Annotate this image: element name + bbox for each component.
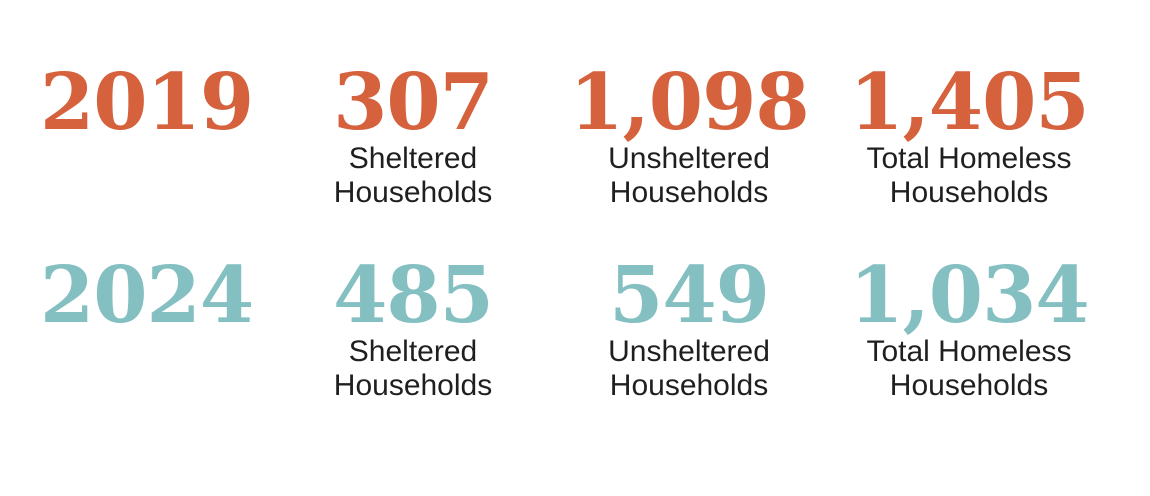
stat-label: Total Homeless [866, 335, 1072, 368]
stat-label: Unsheltered [608, 142, 770, 175]
stat-value: 1,034 [849, 250, 1089, 341]
year: 2019 [40, 57, 254, 148]
year: 2024 [40, 250, 254, 341]
stat-label: Households [889, 369, 1049, 402]
stat-label: Households [609, 369, 769, 402]
stat-label: Total Homeless [866, 142, 1072, 175]
stat-label: Households [889, 176, 1049, 209]
stat: 307 Sheltered Households [263, 64, 563, 210]
stat: 1,405 Total Homeless Households [819, 64, 1119, 210]
stat-value: 549 [609, 250, 770, 341]
stat-value: 1,098 [569, 57, 809, 148]
stat-label: Households [609, 176, 769, 209]
stat-value: 1,405 [849, 57, 1089, 148]
stat: 1,098 Unsheltered Households [539, 64, 839, 210]
stat: 1,034 Total Homeless Households [819, 257, 1119, 403]
stat: 485 Sheltered Households [263, 257, 563, 403]
stat: 549 Unsheltered Households [539, 257, 839, 403]
stat-label: Households [333, 176, 493, 209]
stat-label: Sheltered [348, 142, 478, 175]
stat-label: Unsheltered [608, 335, 770, 368]
stat-value: 485 [333, 250, 494, 341]
stat-label: Households [333, 369, 493, 402]
stat-value: 307 [333, 57, 494, 148]
stat-label: Sheltered [348, 335, 478, 368]
